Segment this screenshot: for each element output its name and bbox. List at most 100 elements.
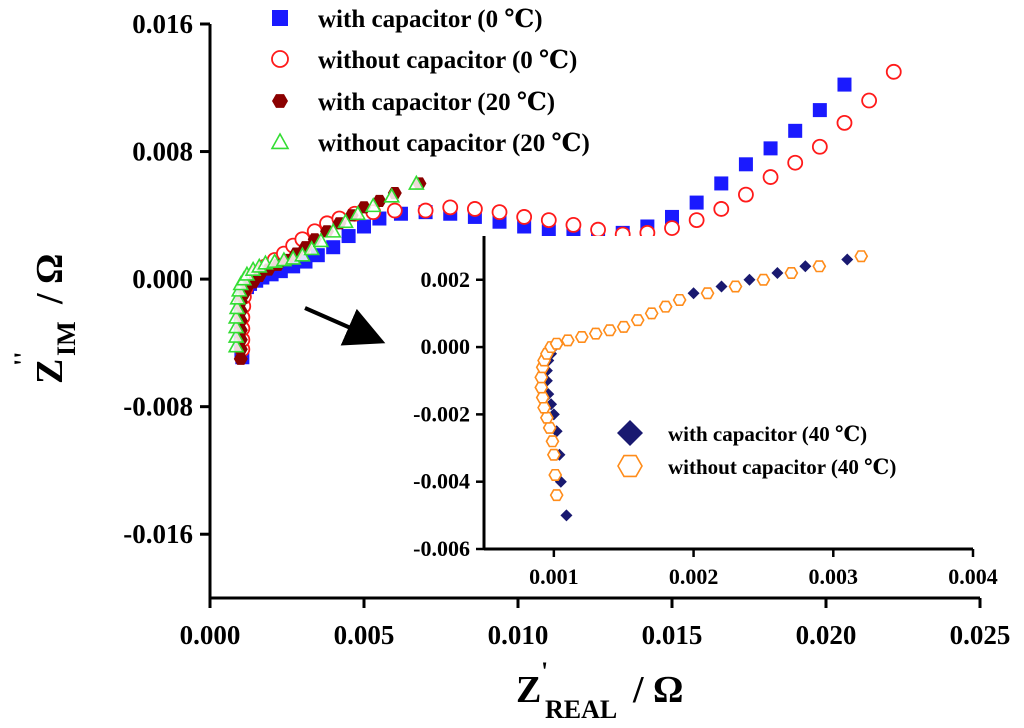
- data-point: [574, 330, 589, 343]
- inset-series-2: [534, 250, 869, 502]
- inset-legend-markers: [617, 420, 643, 478]
- inset-x-tick-label: 0.001: [529, 564, 579, 589]
- inset-background: [484, 236, 973, 549]
- data-point: [644, 307, 659, 320]
- data-point: [616, 320, 631, 333]
- data-point: [546, 448, 561, 461]
- legend-marker: [272, 94, 288, 108]
- data-point: [442, 199, 459, 216]
- x-axis-label: Z: [516, 669, 541, 711]
- main-y-tick-label: 0.016: [132, 9, 193, 39]
- data-point: [312, 232, 330, 248]
- inset-legend-marker: [617, 420, 643, 446]
- inset-legend-label-without-cap-40: without capacitor (40 ℃): [668, 455, 896, 479]
- inset-y-tick-label: 0.002: [421, 267, 471, 292]
- data-point: [560, 509, 573, 522]
- data-point: [516, 209, 533, 225]
- data-point: [542, 421, 557, 434]
- data-point: [854, 250, 869, 263]
- main-y-ticks: 0.016 0.008 0.000 -0.008 -0.016: [123, 9, 210, 549]
- data-point: [811, 138, 828, 155]
- data-point: [539, 411, 554, 424]
- main-x-ticks: 0.000 0.005 0.010 0.015 0.020 0.025: [180, 598, 1011, 650]
- data-point: [540, 212, 557, 229]
- data-point: [861, 92, 878, 109]
- main-y-tick-label: 0.008: [132, 137, 193, 167]
- data-point: [417, 202, 434, 219]
- data-point: [537, 401, 552, 414]
- data-point: [549, 489, 564, 502]
- main-y-tick-label: -0.008: [123, 392, 193, 422]
- data-point: [630, 314, 645, 327]
- inset-legend-marker: [617, 454, 643, 478]
- main-series-4: [227, 174, 425, 353]
- data-point: [715, 280, 728, 293]
- main-data-points: [227, 63, 902, 365]
- data-point: [788, 123, 803, 138]
- data-point: [885, 63, 902, 80]
- data-point: [812, 103, 827, 118]
- data-point: [227, 318, 245, 334]
- data-point: [689, 195, 704, 210]
- inset-y-tick-label: -0.002: [413, 401, 470, 426]
- data-point: [787, 154, 804, 171]
- data-point: [743, 273, 756, 286]
- data-point: [762, 169, 779, 185]
- legend-label-without-cap-0: without capacitor (0 ℃): [318, 47, 577, 74]
- data-point: [548, 468, 563, 481]
- inset-plot: 0.001 0.002 0.003 0.004 0.002 0.000 -0.002 -0.…: [413, 236, 998, 589]
- main-y-tick-label: -0.016: [123, 519, 193, 549]
- inset-x-tick-label: 0.002: [669, 564, 719, 589]
- data-point: [602, 324, 617, 337]
- data-point: [687, 287, 700, 300]
- data-point: [799, 260, 812, 273]
- data-point: [658, 300, 673, 313]
- main-x-tick-label: 0.025: [950, 620, 1011, 650]
- data-point: [665, 209, 679, 224]
- data-point: [364, 197, 382, 213]
- data-point: [713, 201, 730, 217]
- data-point: [738, 186, 754, 203]
- inset-legend-label-with-cap-40: with capacitor (40 ℃): [668, 422, 867, 446]
- data-point: [303, 240, 320, 256]
- data-point: [700, 287, 715, 300]
- legend-label-with-cap-0: with capacitor (0 ℃): [318, 6, 543, 33]
- data-point: [408, 174, 425, 190]
- main-y-tick-label: 0.000: [132, 264, 193, 294]
- data-point: [590, 221, 606, 238]
- data-point: [357, 219, 371, 234]
- data-point: [227, 327, 245, 343]
- data-point: [228, 299, 246, 315]
- data-point: [229, 289, 247, 305]
- legend-marker: [271, 50, 289, 68]
- inset-x-tick-label: 0.003: [809, 564, 859, 589]
- x-axis-subscript: REAL: [545, 695, 617, 724]
- legend-label-with-cap-20: with capacitor (20 ℃): [318, 89, 555, 116]
- data-point: [534, 381, 549, 394]
- data-point: [233, 352, 248, 365]
- data-point: [812, 260, 827, 273]
- inset-x-ticks: 0.001 0.002 0.003 0.004: [529, 549, 998, 589]
- inset-x-tick-label: 0.004: [948, 564, 998, 589]
- data-point: [738, 157, 753, 172]
- inset-pointer-arrow: [304, 306, 386, 346]
- data-point: [664, 220, 680, 236]
- legend-label-without-cap-20: without capacitor (20 ℃): [318, 130, 590, 157]
- data-point: [466, 201, 483, 217]
- y-axis-subscript: IM: [52, 321, 81, 356]
- main-legend: with capacitor (0 ℃) without capacitor (…: [270, 6, 590, 157]
- inset-y-ticks: 0.002 0.000 -0.002 -0.004 -0.006: [413, 267, 484, 561]
- data-point: [341, 229, 356, 244]
- data-point: [560, 334, 575, 347]
- data-point: [756, 273, 771, 286]
- x-axis-unit: / Ω: [632, 669, 684, 711]
- inset-data-points: [534, 250, 869, 522]
- data-point: [227, 308, 245, 324]
- y-axis-unit: / Ω: [29, 254, 71, 306]
- data-point: [349, 205, 367, 221]
- data-point: [386, 202, 403, 219]
- inset-y-tick-label: 0.000: [421, 334, 471, 359]
- data-point: [672, 293, 687, 306]
- legend-marker: [272, 10, 288, 26]
- main-x-tick-label: 0.020: [796, 620, 857, 650]
